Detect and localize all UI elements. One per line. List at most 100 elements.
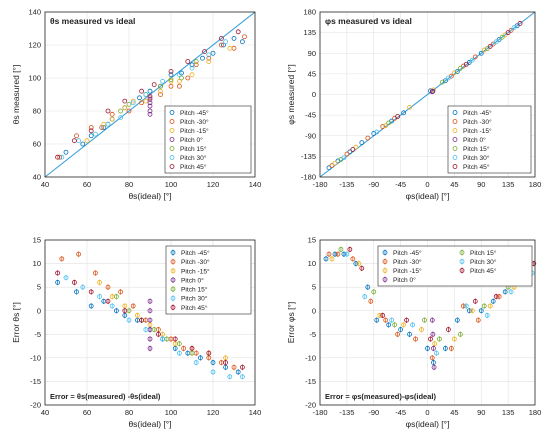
data-point bbox=[413, 336, 418, 342]
x-tick-label: 100 bbox=[165, 408, 178, 417]
data-point bbox=[502, 289, 508, 295]
data-point bbox=[487, 43, 493, 49]
chart-panel-1: 40 60 80 100 120 140 40 60 80 100 120 140 θs measure… bbox=[11, 8, 261, 201]
data-point bbox=[158, 83, 163, 89]
data-point bbox=[499, 34, 505, 40]
data-point bbox=[235, 29, 241, 35]
data-point bbox=[114, 308, 119, 314]
data-point bbox=[469, 57, 475, 63]
legend-box bbox=[164, 105, 252, 174]
data-point bbox=[323, 256, 329, 262]
data-point bbox=[446, 75, 451, 81]
data-point bbox=[176, 83, 182, 89]
legend-marker bbox=[452, 155, 458, 160]
data-point bbox=[425, 346, 430, 351]
data-point bbox=[380, 124, 386, 129]
y-tick-label: 0 bbox=[312, 90, 316, 99]
data-point bbox=[227, 374, 233, 380]
axes-frame bbox=[319, 239, 536, 406]
chart-panel-4: -180 -135 -90 -45 0 45 90 135 180 -20 -15 -10 -5 0 5 10… bbox=[286, 236, 541, 429]
data-point bbox=[429, 317, 435, 323]
x-tick-label: 120 bbox=[207, 180, 220, 189]
data-point bbox=[350, 256, 356, 262]
data-point bbox=[432, 341, 438, 347]
legend-marker bbox=[169, 128, 175, 133]
legend-marker bbox=[382, 250, 388, 255]
data-point bbox=[147, 308, 153, 314]
data-point bbox=[143, 98, 149, 104]
data-point bbox=[353, 144, 359, 150]
data-point bbox=[446, 327, 451, 332]
data-point bbox=[401, 322, 407, 328]
data-point bbox=[359, 265, 365, 271]
legend-box bbox=[377, 245, 533, 287]
data-point bbox=[490, 298, 496, 304]
y-tick-label: -180 bbox=[301, 173, 316, 182]
data-point bbox=[401, 110, 407, 116]
series-4 bbox=[429, 88, 436, 95]
data-point bbox=[147, 97, 153, 102]
error-formula-annotation: Error = θs(measured) -θs(ideal) bbox=[50, 392, 161, 401]
y-tick-label: 5 bbox=[312, 283, 316, 292]
legend-label: Pitch -45° bbox=[180, 109, 209, 117]
data-point bbox=[193, 360, 199, 365]
legend-marker bbox=[452, 164, 458, 169]
data-point bbox=[118, 289, 123, 295]
data-point bbox=[472, 54, 478, 60]
data-point bbox=[359, 140, 365, 146]
y-tick-label: -90 bbox=[305, 131, 316, 140]
data-point bbox=[365, 135, 371, 141]
data-point bbox=[344, 151, 350, 157]
y-tick-label: 10 bbox=[308, 259, 316, 268]
data-point bbox=[429, 355, 435, 361]
data-point bbox=[463, 61, 469, 67]
legend-marker bbox=[170, 286, 176, 292]
data-point bbox=[197, 355, 203, 361]
series-4 bbox=[147, 298, 153, 352]
y-tick-label: 120 bbox=[28, 41, 41, 50]
data-point bbox=[206, 350, 212, 356]
x-tick-label: -180 bbox=[312, 408, 327, 417]
legend-label: Pitch 15° bbox=[181, 286, 208, 294]
data-point bbox=[430, 88, 436, 94]
data-point bbox=[454, 317, 460, 323]
legend-box bbox=[165, 245, 252, 315]
legend-label: Pitch -15° bbox=[393, 267, 422, 275]
data-point bbox=[407, 331, 412, 337]
x-tick-label: 80 bbox=[125, 408, 133, 417]
data-point bbox=[126, 102, 132, 107]
data-point bbox=[114, 294, 119, 299]
data-point bbox=[332, 160, 338, 166]
data-point bbox=[80, 141, 86, 147]
y-tick-label: 0 bbox=[312, 306, 316, 315]
legend-label: Pitch -30° bbox=[180, 118, 209, 126]
data-point bbox=[88, 289, 94, 295]
series-7 bbox=[350, 21, 523, 152]
data-point bbox=[147, 93, 153, 99]
legend-label: Pitch 30° bbox=[470, 258, 497, 266]
data-point bbox=[356, 261, 362, 266]
data-point bbox=[99, 125, 105, 130]
data-point bbox=[88, 303, 94, 309]
axes-frame bbox=[44, 239, 256, 406]
data-point bbox=[176, 341, 182, 347]
data-point bbox=[463, 303, 469, 309]
data-point bbox=[158, 92, 163, 97]
data-point bbox=[57, 154, 63, 160]
x-tick-label: 140 bbox=[249, 408, 262, 417]
data-point bbox=[347, 247, 353, 252]
x-tick-label: 0 bbox=[425, 408, 429, 417]
data-point bbox=[122, 105, 128, 111]
legend-marker bbox=[452, 110, 458, 115]
data-point bbox=[326, 251, 332, 257]
data-point bbox=[329, 256, 335, 262]
data-point bbox=[206, 55, 212, 61]
data-point bbox=[139, 317, 145, 323]
data-point bbox=[484, 46, 490, 52]
data-point bbox=[223, 39, 229, 45]
data-point bbox=[338, 247, 344, 252]
data-point bbox=[88, 128, 94, 134]
data-point bbox=[341, 251, 347, 257]
data-point bbox=[130, 98, 136, 104]
x-tick-label: -45 bbox=[395, 408, 406, 417]
